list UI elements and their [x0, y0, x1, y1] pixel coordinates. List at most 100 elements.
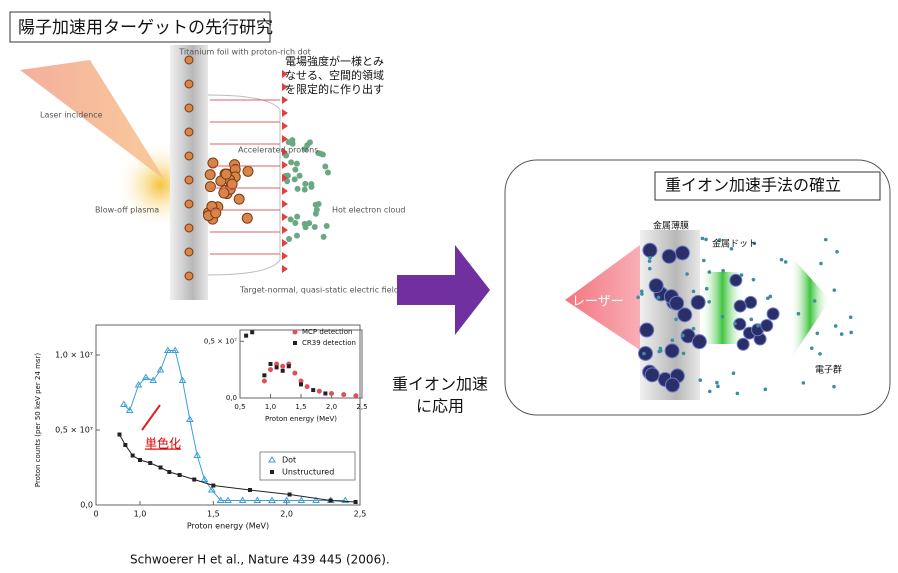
field-marker: [282, 200, 288, 208]
x-axis-label: Proton energy (MeV): [265, 415, 337, 423]
small-particle: [648, 255, 652, 260]
point: [177, 473, 182, 477]
small-particle: [751, 277, 756, 282]
small-particle: [704, 237, 708, 242]
proton: [204, 169, 216, 181]
small-particle: [715, 380, 719, 385]
electron: [306, 220, 313, 227]
small-particle: [691, 326, 696, 331]
laser-label: レーザー: [572, 295, 624, 310]
small-particle: [681, 333, 685, 338]
electron: [320, 233, 327, 240]
small-particle: [819, 261, 823, 266]
ion: [644, 367, 660, 383]
small-particle: [835, 249, 839, 254]
ion: [760, 319, 774, 333]
point: [268, 367, 273, 373]
small-particle: [704, 286, 709, 291]
point: [280, 363, 286, 369]
ion: [674, 245, 690, 261]
small-particle: [674, 317, 678, 322]
field-marker: [282, 265, 288, 273]
small-particle: [636, 295, 640, 300]
x-tick-label: 2,0: [280, 510, 293, 519]
small-particle: [756, 323, 760, 328]
point: [261, 378, 267, 384]
small-particle: [729, 246, 734, 251]
annotation-line: なせる、空間的領域: [285, 68, 384, 82]
electron: [315, 201, 322, 208]
y-tick-label: 1,0 × 10⁷: [55, 351, 93, 360]
proton: [218, 187, 230, 199]
small-particle: [681, 351, 686, 356]
caption-line: に応用: [416, 397, 464, 416]
point: [238, 496, 247, 503]
point: [299, 382, 303, 387]
field-marker: [282, 187, 288, 195]
proton: [184, 151, 194, 161]
electron: [311, 223, 318, 230]
small-particle: [783, 260, 788, 264]
point: [253, 496, 262, 503]
point: [167, 470, 172, 474]
laser-label: Laser incidence: [40, 111, 103, 120]
field-marker: [282, 252, 288, 260]
protons-label: Accelerated protons: [238, 146, 318, 155]
electron: [302, 180, 309, 187]
electron-label: Hot electron cloud: [332, 206, 405, 215]
proton: [242, 165, 254, 177]
point: [268, 496, 276, 503]
point: [280, 368, 285, 373]
point: [192, 477, 197, 482]
field-marker: [282, 161, 288, 169]
small-particle: [707, 389, 712, 394]
legend-marker: [270, 470, 274, 474]
electron: [308, 183, 315, 190]
electron: [296, 172, 303, 179]
small-particle: [733, 321, 737, 326]
point: [130, 453, 135, 458]
point: [158, 465, 163, 470]
proton: [184, 223, 194, 233]
small-particle: [823, 237, 828, 242]
small-particle: [658, 346, 663, 351]
point: [141, 373, 150, 380]
proton: [241, 212, 253, 224]
y-tick-label: 0,0: [80, 501, 93, 510]
film-label: 金属薄膜: [653, 220, 689, 232]
x-tick-label: 2,5: [354, 510, 367, 519]
point: [329, 390, 334, 396]
x-tick-label: 0,5: [234, 403, 245, 411]
proton: [220, 168, 232, 180]
x-tick-label: 1,0: [265, 403, 276, 411]
point: [178, 376, 187, 383]
small-particle: [702, 258, 706, 263]
point: [341, 392, 347, 398]
point: [185, 415, 194, 422]
electron: [304, 142, 311, 149]
ion: [677, 307, 693, 323]
small-particle: [812, 299, 817, 303]
small-particle: [739, 273, 744, 277]
legend-marker: [268, 456, 276, 463]
small-particle: [685, 272, 689, 276]
electron: [284, 178, 291, 185]
point: [323, 391, 328, 396]
point: [298, 378, 304, 384]
small-particle: [849, 330, 853, 335]
point: [248, 488, 252, 492]
proton: [207, 157, 219, 169]
caption-line: 重イオン加速: [392, 375, 488, 394]
small-particle: [647, 259, 652, 263]
small-particle: [809, 346, 814, 351]
x-tick-label: 0: [93, 510, 98, 519]
field-marker: [282, 135, 288, 143]
proton: [210, 207, 222, 219]
point: [171, 346, 180, 353]
plot-note: 単色化: [145, 437, 181, 451]
ion: [669, 295, 685, 311]
ion: [736, 337, 750, 351]
point: [117, 432, 122, 437]
point: [148, 461, 153, 465]
